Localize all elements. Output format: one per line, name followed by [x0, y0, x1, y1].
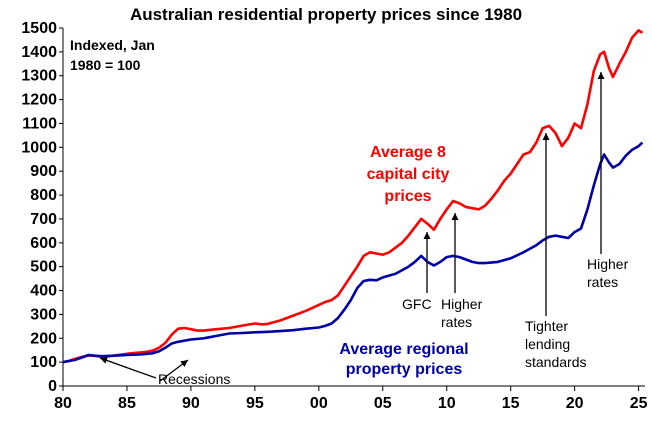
axes: 0100200300400500600700800900100011001200… [21, 20, 647, 412]
recessions-annotation: Recessions [158, 371, 230, 387]
x-tick-label: 15 [502, 395, 520, 412]
tighter-lending-arrow [542, 133, 550, 316]
y-tick-label: 1500 [21, 20, 57, 37]
x-tick-label: 10 [438, 395, 456, 412]
x-tick-label: 90 [182, 395, 200, 412]
chart-title: Australian residential property prices s… [130, 5, 522, 24]
x-tick-label: 00 [310, 395, 328, 412]
x-tick-label: 05 [374, 395, 392, 412]
x-tick-label: 25 [630, 395, 648, 412]
x-tick-label: 80 [54, 395, 72, 412]
y-tick-label: 0 [48, 378, 57, 395]
y-tick-label: 100 [30, 354, 57, 371]
index-note: Indexed, Jan 1980 = 100 [70, 37, 155, 73]
higher-rates-2011-arrow [451, 213, 459, 293]
regional-series-label: Average regional property prices [339, 341, 468, 378]
gfc-annotation: GFC [402, 296, 432, 312]
y-tick-label: 300 [30, 306, 57, 323]
y-tick-label: 700 [30, 211, 57, 228]
recessions-arrow-2 [159, 359, 189, 382]
series-lines [62, 29, 644, 364]
x-tick-label: 95 [246, 395, 264, 412]
higher-rates-2022-arrow [597, 72, 605, 254]
higher-rates-2022-annotation: Higher rates [587, 256, 629, 290]
recessions-arrow-1 [99, 357, 157, 379]
regional-price-line [62, 141, 644, 364]
higher-rates-2011-annotation: Higher rates [441, 296, 483, 330]
gfc-arrow [423, 232, 431, 293]
x-tick-label: 20 [566, 395, 584, 412]
y-tick-label: 1200 [21, 92, 57, 109]
y-tick-label: 1300 [21, 68, 57, 85]
capital-city-price-line [62, 29, 644, 364]
annotations: Indexed, Jan 1980 = 100 Average 8 capital c… [70, 37, 629, 387]
y-tick-label: 900 [30, 163, 57, 180]
y-tick-label: 1100 [22, 115, 57, 132]
y-tick-label: 400 [30, 283, 57, 300]
tighter-lending-annotation: Tighter lending standards [525, 318, 586, 370]
y-tick-label: 1400 [21, 44, 57, 61]
y-tick-label: 800 [30, 187, 57, 204]
y-tick-label: 1000 [21, 139, 57, 156]
y-tick-label: 600 [30, 235, 57, 252]
x-tick-label: 85 [118, 395, 136, 412]
capital-city-series-label: Average 8 capital city prices [367, 144, 450, 205]
y-tick-label: 200 [30, 330, 57, 347]
y-tick-label: 500 [30, 259, 57, 276]
